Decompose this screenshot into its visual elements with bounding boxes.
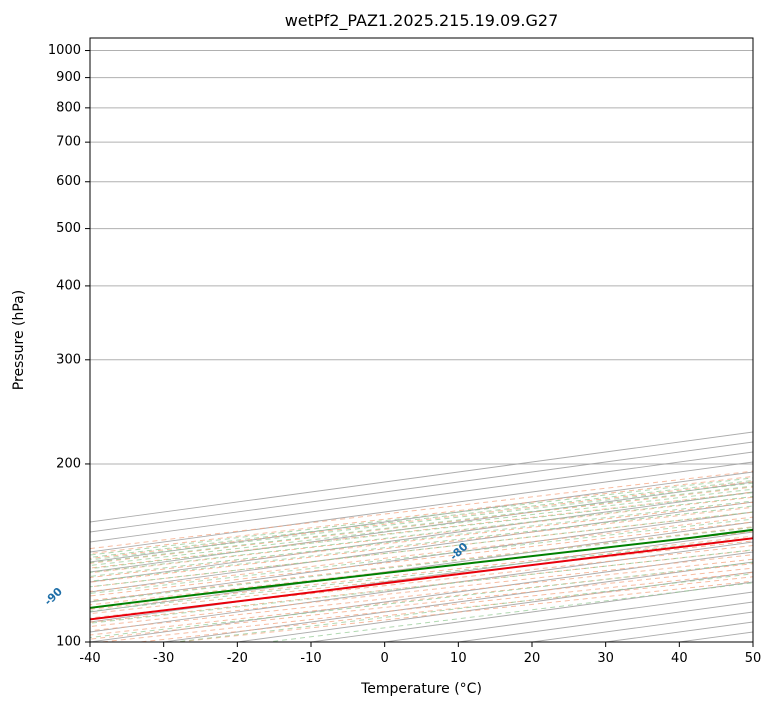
x-tick-label: 20 [524,651,541,666]
isotherm-line [90,521,753,613]
x-tick-label: 40 [671,651,688,666]
x-tick-label: -10 [300,651,321,666]
y-axis-label: Pressure (hPa) [11,290,27,390]
x-axis-label: Temperature (°C) [360,681,482,697]
isotherm-line [90,471,753,563]
chart-title: wetPf2_PAZ1.2025.215.19.09.G27 [285,11,559,31]
x-tick-label: -30 [153,651,174,666]
y-tick-label: 1000 [48,43,81,58]
y-tick-label: 700 [56,135,81,150]
y-tick-label: 200 [56,456,81,471]
background-lines [90,50,753,642]
isotherm-line [90,451,753,543]
y-tick-label: 100 [56,635,81,650]
isotherm-line [90,481,753,573]
y-tick-label: 400 [56,278,81,293]
x-tick-label: -40 [79,651,100,666]
isotherm-line [90,501,753,593]
x-tick-label: 50 [745,651,762,666]
axes: -40 -30 -20 -10 0 10 20 30 40 50 100 200 300 400 500 60… [48,43,761,666]
x-tick-label: 0 [381,651,389,666]
x-tick-label: 10 [450,651,467,666]
isotherm-line [90,531,753,623]
x-tick-label: 30 [597,651,614,666]
y-tick-label: 300 [56,352,81,367]
y-tick-label: 800 [56,100,81,115]
isotherm-line [90,461,753,553]
isotherm-line [90,491,753,583]
y-tick-label: 600 [56,174,81,189]
plot-frame [89,37,754,643]
x-tick-label: -20 [227,651,248,666]
y-tick-label: 500 [56,221,81,236]
y-tick-label: 900 [56,70,81,85]
